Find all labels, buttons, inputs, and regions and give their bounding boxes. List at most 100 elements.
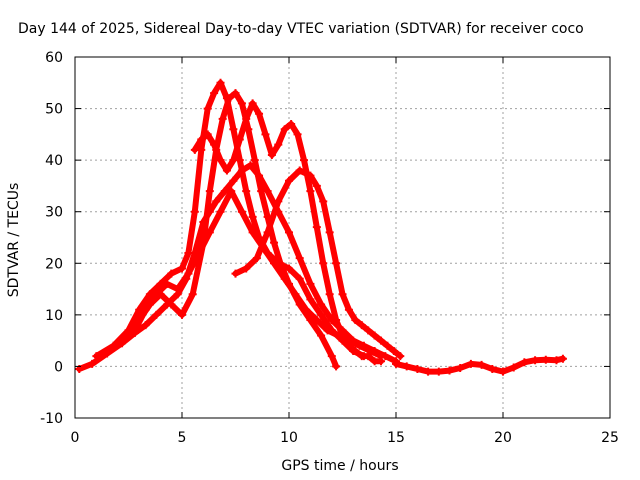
data-point [302,305,311,314]
data-point [229,176,238,185]
data-point [366,346,375,355]
data-point [377,336,386,345]
x-tick-label: 5 [178,430,187,446]
data-point [396,352,405,361]
data-point [231,269,240,278]
data-point [229,125,238,134]
data-point [190,207,199,216]
series-track-5 [190,99,386,366]
series-line [232,167,404,360]
data-point [306,171,315,180]
data-point [248,228,257,237]
data-point [242,264,251,273]
data-point [392,359,400,368]
y-tick-label: 20 [45,256,63,272]
y-tick-label: 60 [45,50,63,66]
data-point [141,321,150,330]
data-point [317,310,326,319]
data-point [306,295,315,304]
series-track-2 [92,78,368,361]
data-point [88,359,97,368]
data-point [338,331,347,340]
data-point [344,305,353,314]
data-point [205,228,214,237]
data-point [218,114,227,123]
y-axis: -10 0 10 20 30 40 50 60 [40,50,610,427]
data-point [552,356,561,365]
data-point [267,150,276,159]
data-point [205,187,214,196]
data-point [285,176,293,185]
data-point [377,357,386,366]
data-point [295,166,304,175]
data-point [323,326,332,335]
y-tick-label: 50 [45,102,63,118]
data-point [216,156,225,165]
data-point [413,365,422,374]
data-point [383,341,392,350]
data-point [285,264,293,273]
data-point [248,212,257,221]
data-point [274,140,283,149]
data-point [295,254,304,263]
y-tick-label: 0 [54,359,63,375]
data-point [338,290,347,299]
data-point [255,109,264,118]
data-point [190,145,199,154]
data-point [541,355,550,364]
plot-frame [74,56,611,419]
data-point [197,135,206,144]
data-point [152,310,161,319]
y-axis-label: SDTVAR / TECUs [6,183,22,298]
data-point [325,228,334,237]
data-point [402,362,411,371]
data-point [306,279,315,288]
data-point [163,279,172,288]
x-tick-label: 0 [71,430,80,446]
data-point [250,156,259,165]
data-point [203,130,212,139]
series-track-6 [231,166,405,361]
data-point [248,99,257,108]
data-point [130,326,139,335]
data-point [141,305,150,314]
data-point [280,274,289,283]
data-point [325,290,334,299]
data-point [252,254,261,263]
data-point [216,207,225,216]
data-point [235,135,244,144]
data-point [285,228,293,237]
data-point [509,363,518,372]
data-point [364,352,373,361]
x-tick-label: 25 [601,430,619,446]
data-point [332,316,341,325]
chart-title: Day 144 of 2025, Sidereal Day-to-day VTE… [18,21,584,37]
data-point [231,89,240,98]
data-point [242,114,251,123]
data-point [184,269,193,278]
data-point [312,223,321,232]
data-point [445,366,454,375]
data-point [242,187,251,196]
data-point [203,104,212,113]
data-point [188,290,197,299]
data-point [178,310,186,319]
y-tick-label: 40 [45,153,63,169]
data-point [195,248,204,257]
data-point [317,331,326,340]
x-axis: 0 5 10 15 20 25 [71,57,619,446]
data-point [225,94,234,103]
data-point [434,367,443,376]
data-point [466,359,475,368]
data-point [531,356,540,365]
data-point [291,290,300,299]
data-point [312,316,321,325]
x-tick-label: 15 [387,430,405,446]
data-point [173,285,182,294]
series-group [75,78,567,376]
data-point [499,367,507,376]
x-axis-label: GPS time / hours [281,458,398,474]
data-point [319,197,328,206]
data-point [92,352,101,361]
